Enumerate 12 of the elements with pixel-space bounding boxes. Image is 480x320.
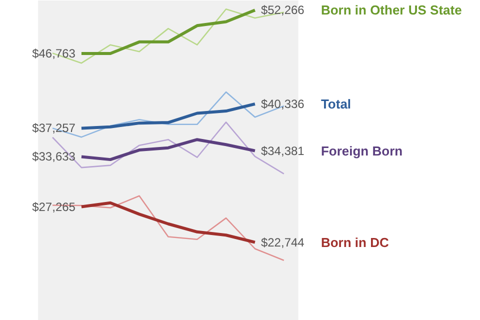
data-label: $40,336 xyxy=(260,97,305,111)
data-label: $52,266 xyxy=(260,3,305,18)
text: Born in Other US State xyxy=(320,2,462,18)
text: Total xyxy=(320,96,352,112)
data-label: $46,763 xyxy=(32,46,76,60)
data-label: $22,744 xyxy=(260,235,305,250)
data-label: $34,381 xyxy=(260,144,305,158)
data-label: $33,633 xyxy=(32,150,76,164)
text: Born in DC xyxy=(320,234,390,250)
text: Foreign Born xyxy=(320,143,403,158)
data-label: $37,257 xyxy=(32,121,76,136)
data-label: $27,265 xyxy=(32,200,76,214)
